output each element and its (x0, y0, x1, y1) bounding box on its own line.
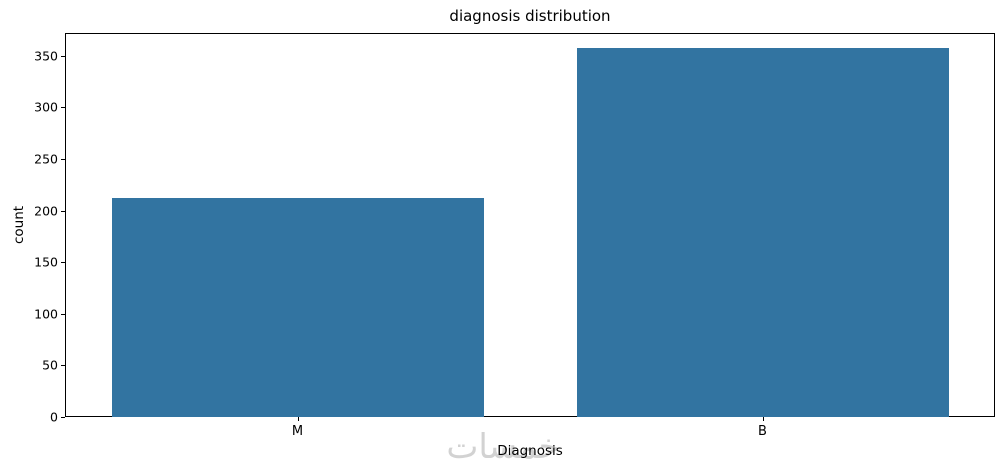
x-tick-label-B: B (758, 424, 767, 439)
y-tick-label-200: 200 (34, 203, 58, 219)
bar-B (576, 48, 949, 417)
y-tick-label-250: 250 (34, 151, 58, 167)
y-tick-mark (61, 55, 65, 57)
y-axis-label: count (11, 205, 27, 245)
y-tick-mark (61, 313, 65, 315)
y-tick-mark (61, 158, 65, 160)
y-tick-label-150: 150 (34, 254, 58, 270)
bar-M (111, 198, 484, 417)
y-tick-label-300: 300 (34, 99, 58, 115)
y-tick-label-100: 100 (34, 306, 58, 322)
y-tick-mark (61, 417, 65, 418)
x-axis-label: Diagnosis (497, 443, 563, 459)
x-tick-mark (762, 417, 764, 421)
y-tick-mark (61, 107, 65, 109)
y-tick-mark (61, 365, 65, 367)
y-tick-label-50: 50 (42, 357, 58, 373)
x-tick-mark (297, 417, 299, 421)
x-tick-label-M: M (291, 424, 304, 439)
chart-title: diagnosis distribution (449, 7, 611, 25)
y-tick-label-0: 0 (50, 409, 58, 425)
watermark: خمسات (446, 427, 560, 467)
y-tick-label-350: 350 (34, 48, 58, 64)
y-tick-mark (61, 210, 65, 212)
y-tick-mark (61, 262, 65, 264)
